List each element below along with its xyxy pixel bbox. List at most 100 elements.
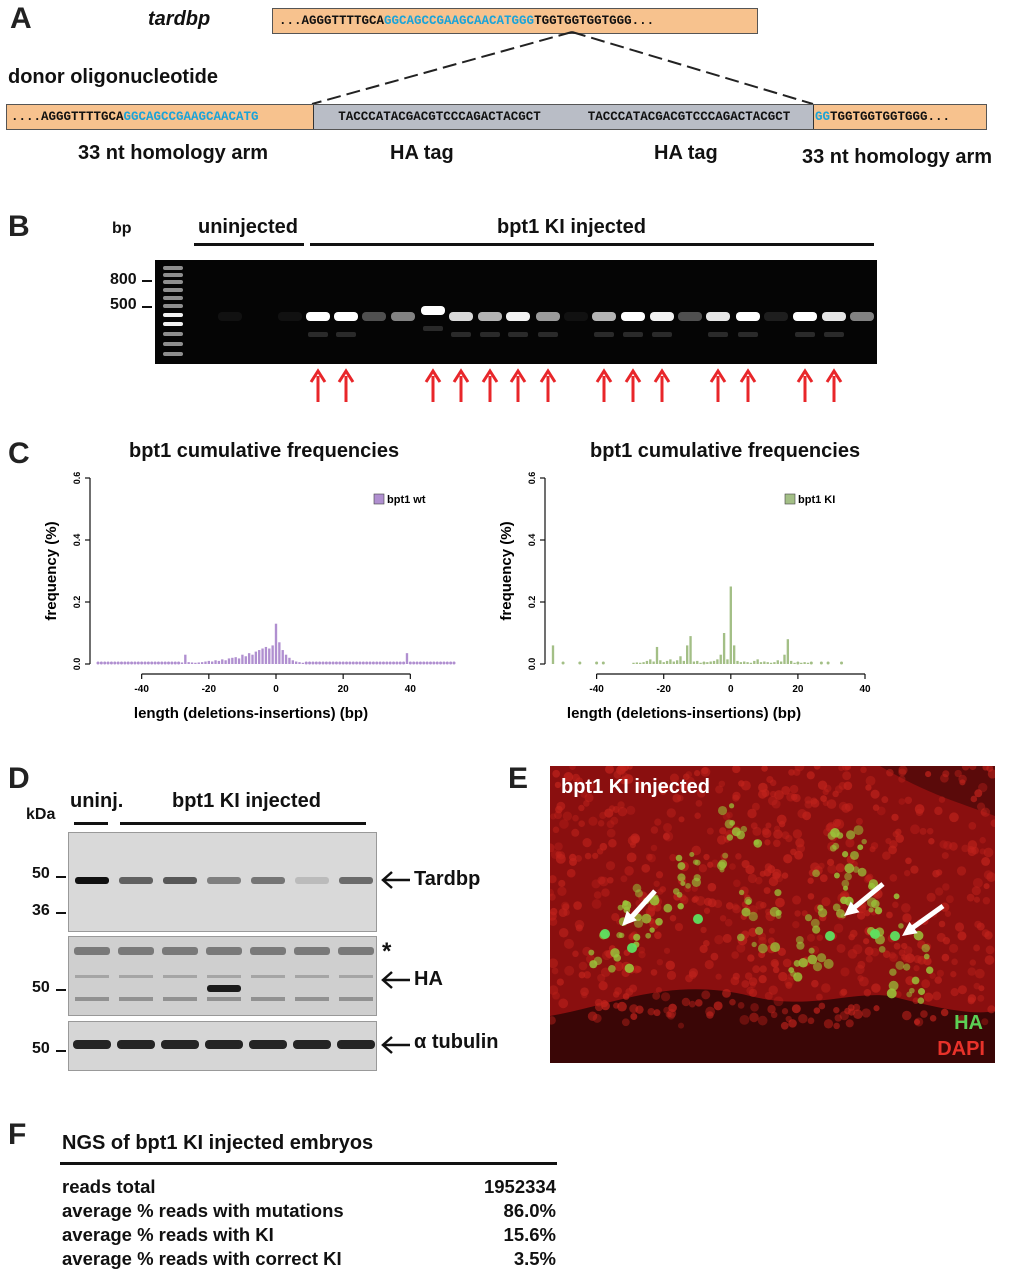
dapi-nucleus — [552, 769, 561, 778]
dapi-nucleus — [792, 829, 803, 839]
dapi-nucleus — [942, 883, 950, 891]
dapi-nucleus — [714, 935, 724, 945]
dapi-nucleus — [613, 1002, 620, 1009]
dapi-nucleus — [901, 903, 911, 913]
data-point — [133, 661, 137, 665]
ladder-band — [163, 266, 183, 270]
dapi-nucleus — [822, 788, 829, 796]
dapi-nucleus — [666, 970, 677, 981]
tardbp-band — [295, 877, 329, 884]
dapi-nucleus — [898, 949, 906, 957]
dapi-nucleus — [905, 976, 915, 986]
data-point — [334, 661, 338, 665]
data-point — [130, 661, 134, 665]
dapi-nucleus — [663, 831, 674, 842]
dapi-nucleus — [630, 1013, 638, 1020]
dapi-nucleus — [719, 915, 727, 922]
dapi-nucleus — [981, 857, 991, 866]
ha-positive-cell — [740, 825, 748, 833]
dapi-nucleus — [773, 839, 781, 848]
pcr-band — [678, 312, 702, 321]
dapi-nucleus — [555, 805, 563, 814]
dapi-nucleus — [826, 799, 837, 809]
data-bar — [692, 661, 696, 664]
ha-positive-cell — [844, 863, 855, 874]
ha-positive-cell — [649, 927, 655, 933]
dapi-nucleus — [794, 910, 801, 917]
dapi-nucleus — [726, 811, 733, 819]
data-bar — [803, 662, 806, 664]
panel-e-letter: E — [508, 762, 529, 795]
dapi-nucleus — [978, 985, 985, 992]
dapi-nucleus — [781, 872, 789, 879]
dapi-nucleus — [626, 766, 633, 770]
dapi-nucleus — [781, 1008, 789, 1015]
ladder-band — [163, 296, 183, 300]
dapi-nucleus — [861, 1008, 871, 1018]
data-bar — [190, 662, 194, 664]
dapi-nucleus — [901, 942, 908, 950]
red-arrow — [796, 368, 814, 402]
dapi-nucleus — [705, 1006, 716, 1017]
ha-positive-cell — [830, 827, 840, 838]
dapi-nucleus — [986, 766, 994, 772]
ha-positive-cell — [600, 929, 610, 939]
dapi-nucleus — [864, 946, 874, 956]
marker-800: 800 — [110, 271, 137, 288]
ladder-band — [163, 352, 183, 356]
data-bar — [278, 642, 281, 664]
dapi-nucleus — [605, 766, 615, 774]
dapi-nucleus — [940, 1008, 949, 1017]
ha-positive-cell — [825, 931, 835, 941]
dapi-nucleus — [629, 1004, 639, 1014]
dapi-nucleus — [856, 911, 866, 920]
ha-positive-cell — [906, 991, 913, 998]
dapi-nucleus — [744, 972, 753, 980]
dapi-nucleus — [748, 977, 758, 986]
dapi-nucleus — [591, 879, 601, 889]
dapi-nucleus — [607, 876, 614, 884]
y-tick-label: 0.4 — [527, 534, 537, 547]
dapi-nucleus — [665, 960, 676, 971]
dapi-nucleus — [556, 978, 564, 986]
red-arrow — [539, 368, 557, 402]
faint-band — [594, 332, 614, 337]
red-arrow — [481, 368, 499, 402]
data-point — [392, 661, 396, 665]
dapi-nucleus — [583, 800, 590, 807]
dapi-nucleus — [679, 895, 689, 905]
data-bar — [642, 662, 645, 664]
dapi-nucleus — [764, 991, 773, 1000]
data-point — [702, 661, 706, 665]
red-arrow — [509, 368, 527, 402]
dapi-nucleus — [892, 901, 899, 909]
ha-positive-cell — [845, 830, 856, 840]
dapi-nucleus — [564, 965, 575, 976]
data-point — [796, 661, 800, 665]
dapi-nucleus — [563, 909, 570, 916]
dapi-nucleus — [983, 847, 994, 858]
dapi-nucleus — [568, 853, 577, 862]
data-bar — [224, 660, 227, 664]
faint-band — [708, 332, 728, 337]
dapi-nucleus — [572, 814, 579, 822]
data-point — [113, 661, 117, 665]
data-point — [432, 661, 436, 665]
dapi-nucleus — [794, 766, 805, 772]
dapi-nucleus — [770, 959, 779, 968]
ha-positive-cell — [753, 839, 760, 845]
y-tick-label: 0.0 — [527, 658, 537, 671]
dapi-nucleus — [983, 883, 990, 890]
dapi-nucleus — [688, 1000, 696, 1008]
ha-blot — [68, 936, 377, 1016]
dapi-nucleus — [571, 828, 580, 837]
dapi-nucleus — [819, 874, 828, 883]
dapi-nucleus — [550, 985, 559, 995]
data-point — [595, 661, 599, 665]
dapi-nucleus — [706, 827, 714, 835]
dapi-nucleus — [941, 852, 949, 860]
pcr-band — [506, 312, 530, 321]
dapi-nucleus — [785, 1015, 792, 1023]
dapi-nucleus — [949, 842, 958, 851]
ha-positive-cell — [717, 805, 728, 816]
